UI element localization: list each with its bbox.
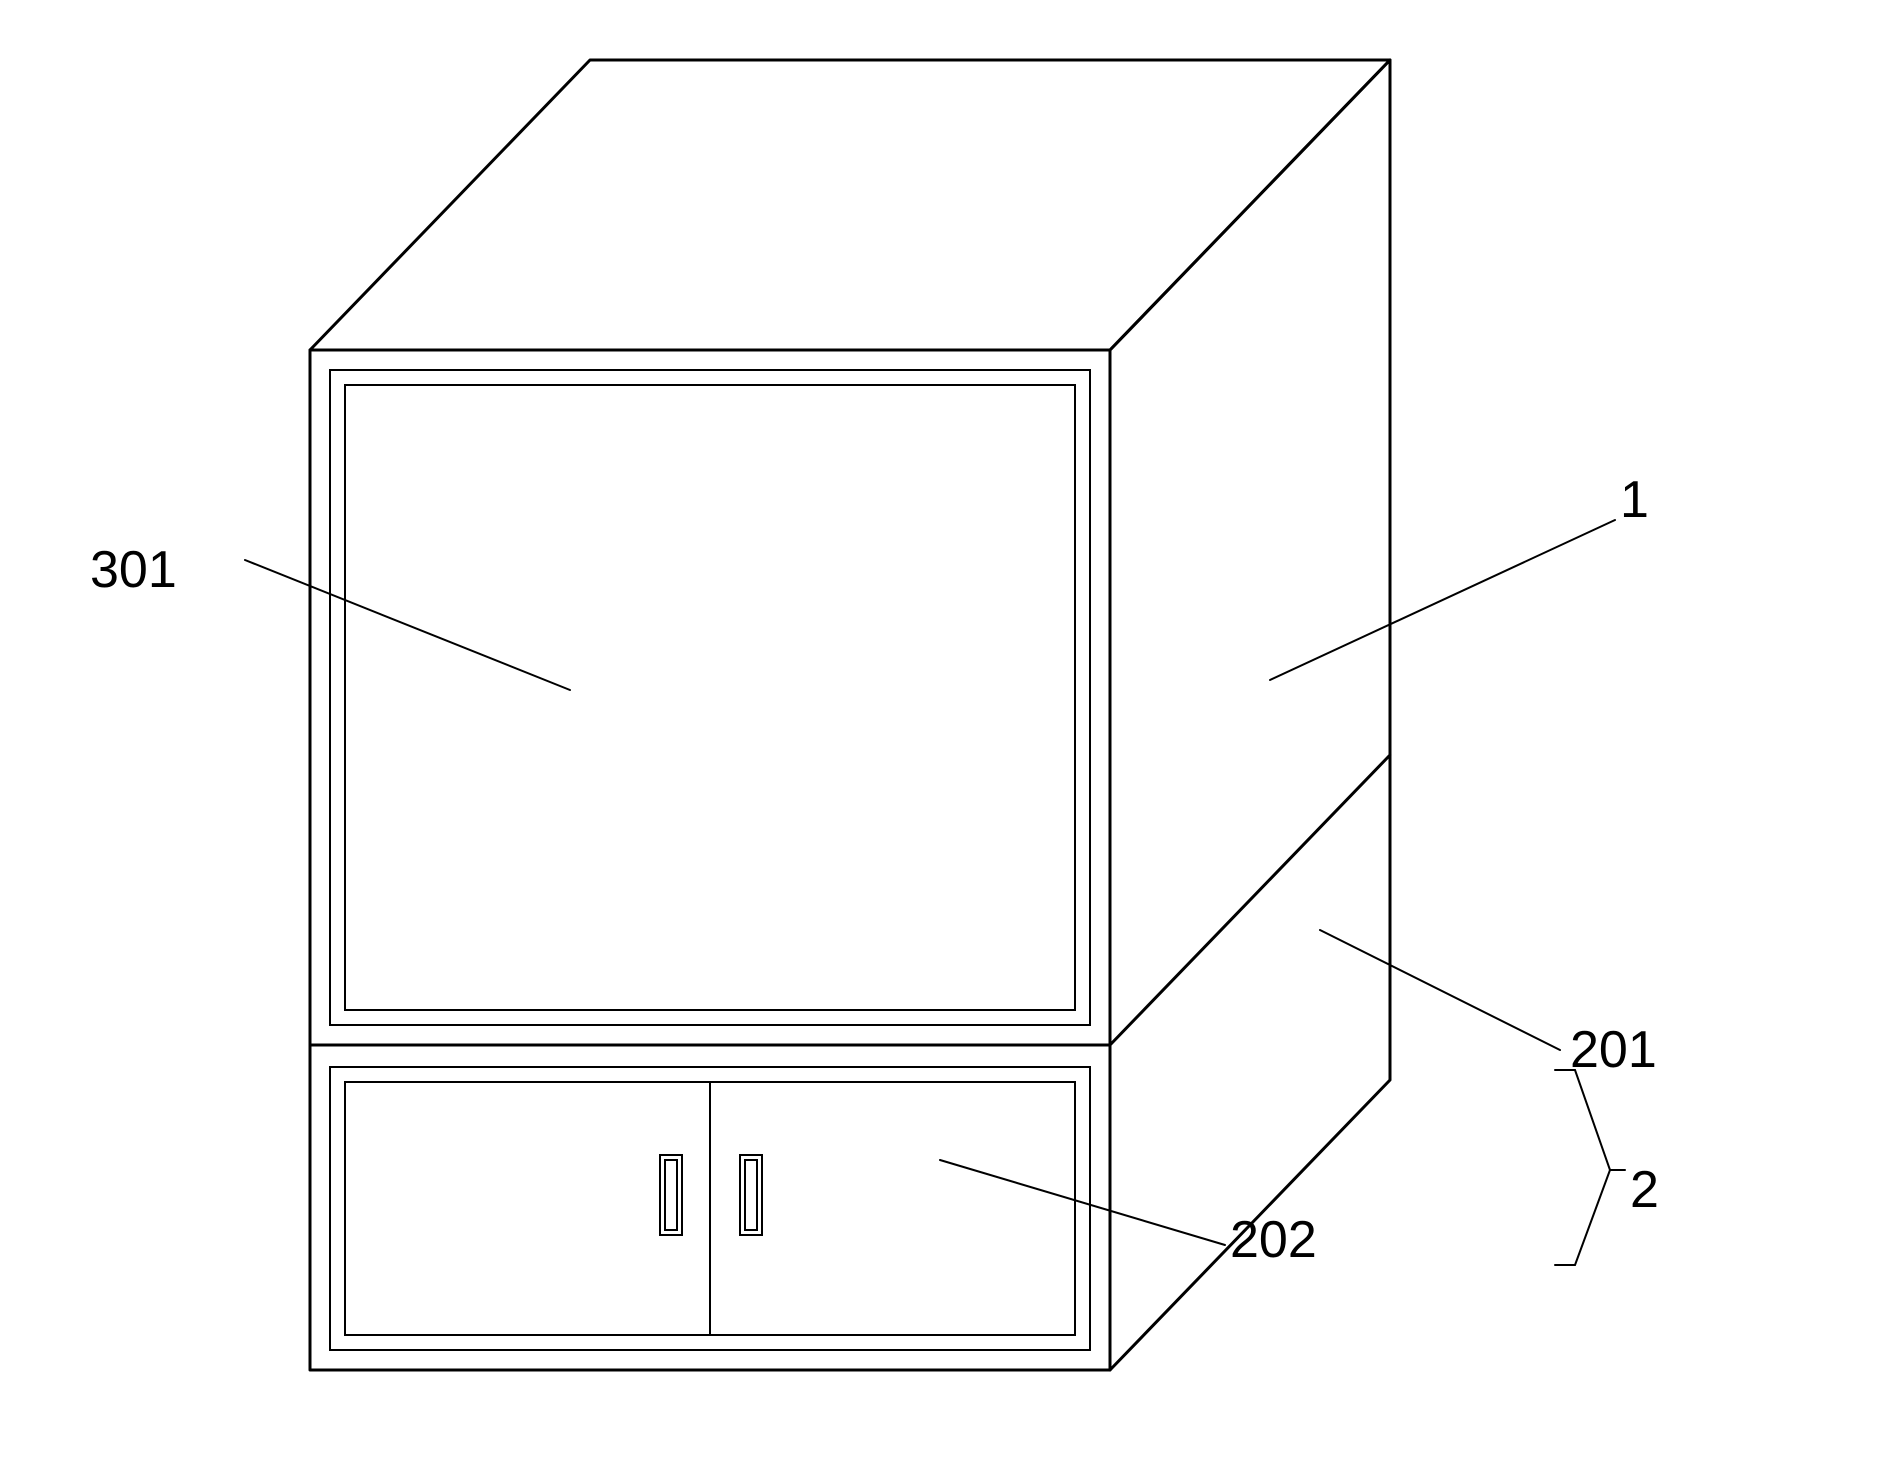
callout-label-2: 2: [1630, 1160, 1659, 1220]
callout-label-1: 1: [1620, 470, 1649, 530]
callout-label-301: 301: [90, 540, 177, 600]
callout-label-202: 202: [1230, 1210, 1317, 1270]
callout-label-201: 201: [1570, 1020, 1657, 1080]
